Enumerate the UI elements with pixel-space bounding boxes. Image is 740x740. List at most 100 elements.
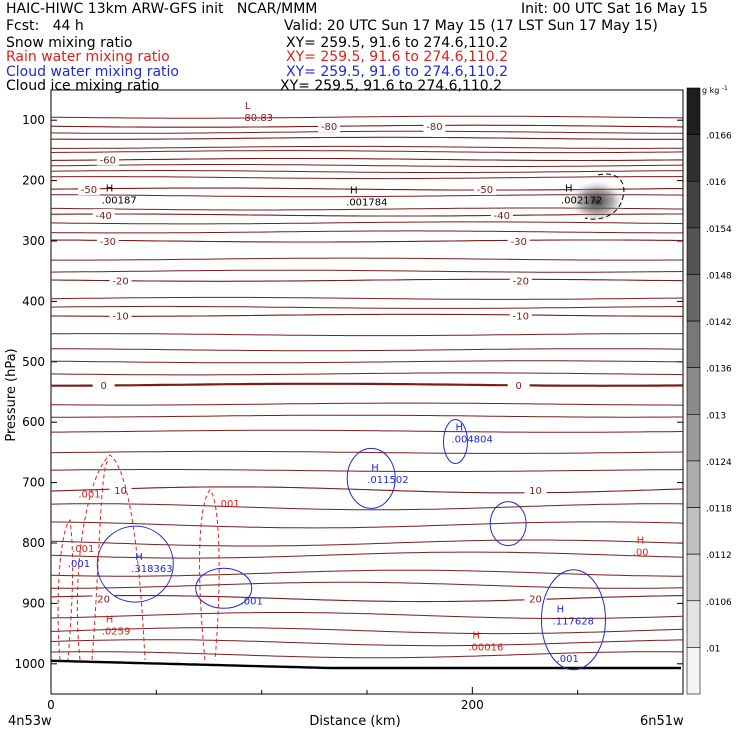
isotherm--70 (51, 136, 683, 140)
extremum-value: .117628 (553, 617, 594, 628)
contour-label-bg (109, 483, 132, 496)
isotherm-label: -80 (321, 122, 337, 133)
contour-label-bg (109, 309, 132, 322)
colorbar-swatch (686, 414, 701, 462)
colorbar-swatch (686, 553, 701, 602)
isotherm-label: -30 (100, 237, 116, 248)
colorbar-label: .0148 (706, 271, 732, 281)
field-cloudwater-xy: XY= 259.5, 91.6 to 274.6,110.2 (286, 64, 509, 80)
extremum-value: .001784 (346, 198, 387, 209)
extremum-value: .00187 (102, 196, 137, 207)
isotherm-label: 20 (97, 595, 110, 606)
isotherm-line (50, 569, 683, 577)
isotherm-label: 10 (529, 486, 542, 497)
y-tick-label: 700 (22, 476, 45, 490)
y-tick-label: 800 (22, 536, 45, 550)
cloud-ice-shading (566, 179, 627, 224)
field-snow-name: Snow mixing ratio (6, 35, 133, 51)
extremum-marker: H (350, 186, 358, 197)
mixing-ratio-label: .001 (72, 544, 94, 555)
mixing-ratio-label: .001 (78, 490, 100, 501)
isotherm-line (50, 348, 683, 352)
colorbar-swatch (686, 600, 701, 648)
extremum-value: .011502 (367, 475, 408, 486)
x-tick-label: 0 (47, 698, 55, 712)
colorbar-label: .0154 (706, 225, 732, 235)
extremum-marker: L (245, 101, 251, 112)
isotherm-line (50, 372, 684, 376)
isotherm-line (50, 612, 684, 619)
isotherm-line (50, 651, 684, 659)
colorbar-label: .0106 (706, 598, 732, 608)
isotherm-line (50, 503, 684, 511)
isotherm-line (50, 450, 684, 454)
contour-label-bg (318, 120, 341, 133)
isotherm--80 (50, 124, 684, 128)
y-tick-label: 500 (22, 355, 45, 369)
isotherm-line (51, 469, 684, 472)
isotherm-label: -10 (112, 311, 128, 322)
colorbar-swatch (686, 227, 701, 275)
isotherm-line (50, 305, 684, 309)
cloud-water-contour (489, 501, 527, 547)
isotherm-label: -40 (494, 211, 510, 222)
extremum-value: .0259 (102, 626, 131, 637)
contour-label-bg (509, 309, 532, 322)
isotherm-label: -20 (112, 276, 128, 287)
isotherm-0 (51, 382, 684, 387)
colorbar-swatch (686, 274, 701, 322)
isotherm-line (50, 115, 684, 119)
isotherm-10 (50, 486, 684, 494)
field-rain-name: Rain water mixing ratio (6, 49, 170, 65)
isotherm-line (50, 627, 684, 635)
field-snow-xy: XY= 259.5, 91.6 to 274.6,110.2 (286, 35, 509, 51)
contour-label-bg (473, 183, 496, 196)
isotherm--10 (50, 313, 683, 317)
forecast-hour: Fcst: 44 h (6, 18, 84, 34)
isotherm-line (51, 414, 683, 418)
extremum-marker: H (455, 422, 463, 433)
cloud-water-contour (195, 567, 253, 609)
isotherm-label: 20 (529, 595, 542, 606)
contour-label-bg (524, 483, 547, 496)
colorbar-swatch (686, 134, 701, 182)
cloud-water-contour (540, 569, 606, 671)
x-axis-label: Distance (km) (309, 714, 400, 729)
y-tick-label: 400 (22, 294, 45, 308)
contour-label-bg (92, 378, 115, 391)
isotherm-line (50, 130, 683, 134)
isotherm--30 (50, 239, 684, 243)
extremum-value: .318363 (131, 564, 172, 575)
colorbar-label: .0136 (706, 365, 732, 375)
extremum-value: .002172 (561, 196, 602, 207)
isotherm--20 (50, 278, 684, 282)
isotherm-line (51, 581, 684, 589)
extremum-value: -80.83 (241, 113, 273, 124)
extremum-marker: H (565, 184, 573, 195)
colorbar-swatch (686, 87, 701, 135)
mixing-ratio-label: .001 (557, 654, 579, 665)
x-endpoint-right: 6n51w (640, 714, 684, 729)
contour-label-bg (423, 120, 446, 133)
y-tick-label: 200 (22, 174, 45, 188)
isotherm-line (50, 402, 683, 406)
x-endpoint-left: 4n53w (8, 714, 52, 729)
colorbar-swatch (686, 460, 701, 508)
x-tick-label: 200 (461, 698, 484, 712)
isotherm-label: 10 (114, 486, 127, 497)
mixing-ratio-label: .001 (68, 559, 90, 570)
isotherm-line (51, 521, 684, 529)
isotherm-label: -50 (477, 185, 493, 196)
colorbar-label: .0112 (706, 551, 732, 561)
y-tick-label: 1000 (14, 657, 45, 671)
isotherm-label: -40 (95, 211, 111, 222)
rain-water-contour (76, 454, 146, 661)
isotherm-line (51, 333, 683, 337)
contour-label-bg (490, 209, 513, 222)
colorbar-label: .01 (706, 644, 720, 654)
plot-title: HAIC-HIWC 13km ARW-GFS init NCAR/MMM (6, 1, 318, 17)
colorbar-swatch (686, 180, 701, 229)
isotherm-line (50, 360, 684, 364)
isotherm-line (51, 257, 683, 261)
